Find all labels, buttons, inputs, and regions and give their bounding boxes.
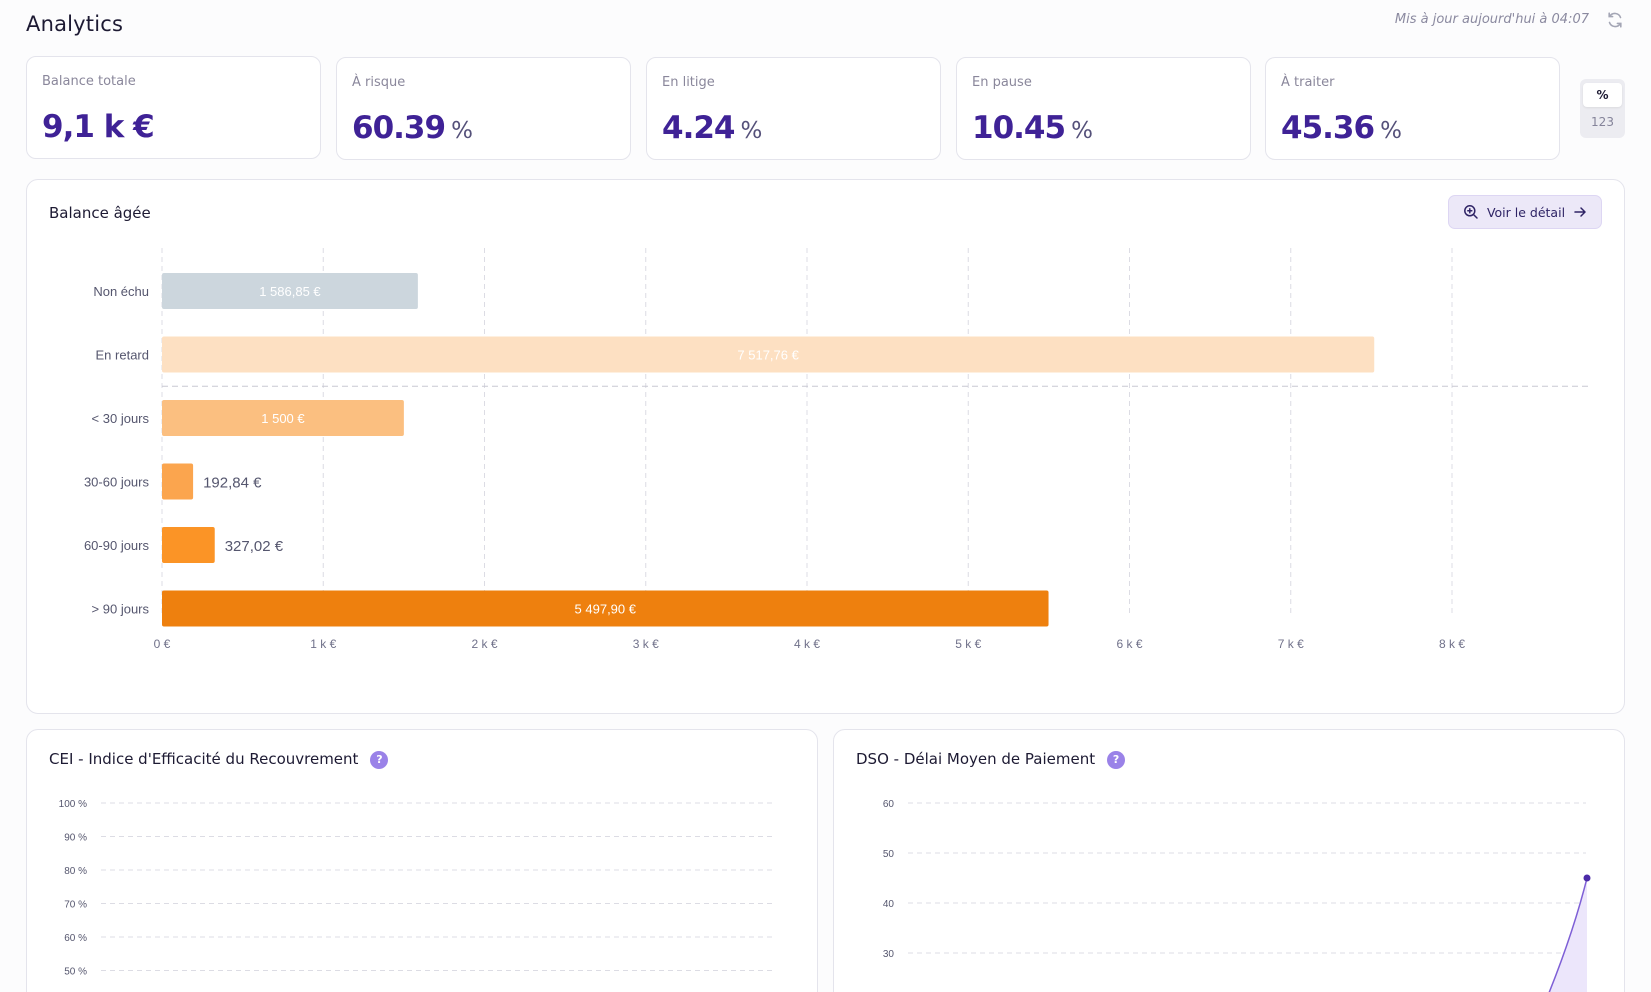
kpi-label: En litige bbox=[662, 75, 715, 90]
dso-area bbox=[1549, 878, 1587, 992]
bar-value-label: 5 497,90 € bbox=[575, 602, 637, 617]
view-detail-label: Voir le détail bbox=[1486, 204, 1566, 220]
y-tick-label: 90 % bbox=[64, 833, 87, 844]
kpi-value: 10.45% bbox=[972, 110, 1093, 146]
bar bbox=[162, 527, 215, 563]
dso-point bbox=[1583, 874, 1591, 882]
display-mode-toggle: % 123 bbox=[1580, 79, 1625, 138]
kpi-card-a-risque: À risque 60.39% bbox=[336, 57, 631, 160]
x-tick-label: 4 k € bbox=[794, 637, 820, 651]
bar-value-label: 327,02 € bbox=[225, 538, 284, 555]
x-tick-label: 0 € bbox=[154, 637, 171, 651]
dso-card: DSO - Délai Moyen de Paiement? 60 50 40 30 bbox=[833, 729, 1625, 992]
bar bbox=[162, 400, 404, 436]
y-tick-label: 50 bbox=[883, 849, 895, 860]
category-label: En retard bbox=[96, 348, 149, 363]
x-tick-label: 3 k € bbox=[633, 637, 659, 651]
x-tick-label: 7 k € bbox=[1278, 637, 1304, 651]
last-updated-text: Mis à jour aujourd'hui à 04:07 bbox=[1394, 12, 1589, 27]
x-tick-label: 5 k € bbox=[955, 637, 981, 651]
kpi-card-en-pause: En pause 10.45% bbox=[956, 57, 1251, 160]
kpi-label: En pause bbox=[972, 75, 1032, 90]
y-tick-label: 80 % bbox=[64, 866, 87, 877]
bar bbox=[162, 336, 1375, 373]
kpi-label: À risque bbox=[352, 75, 406, 90]
toggle-percent-option[interactable]: % bbox=[1583, 83, 1622, 107]
page-title: Analytics bbox=[26, 12, 124, 36]
x-tick-label: 6 k € bbox=[1116, 637, 1142, 651]
x-tick-label: 1 k € bbox=[310, 637, 336, 651]
refresh-icon[interactable] bbox=[1605, 10, 1625, 30]
cei-chart: 100 % 90 % 80 % 70 % 60 % 50 % bbox=[59, 799, 772, 978]
kpi-value: 60.39% bbox=[352, 110, 473, 146]
bar-value-label: 7 517,76 € bbox=[737, 348, 799, 363]
toggle-count-option[interactable]: 123 bbox=[1591, 115, 1614, 129]
dso-line bbox=[1548, 877, 1588, 992]
help-icon[interactable]: ? bbox=[1107, 751, 1126, 769]
kpi-label: À traiter bbox=[1281, 75, 1335, 90]
kpi-card-en-litige: En litige 4.24% bbox=[646, 57, 941, 160]
aging-balance-title: Balance âgée bbox=[49, 204, 151, 222]
y-tick-label: 40 bbox=[883, 899, 895, 910]
category-label: < 30 jours bbox=[92, 411, 150, 426]
bar-value-label: 1 500 € bbox=[261, 411, 305, 426]
y-tick-label: 50 % bbox=[64, 967, 87, 978]
category-label: > 90 jours bbox=[92, 602, 150, 617]
y-tick-label: 30 bbox=[883, 949, 895, 960]
y-tick-label: 60 bbox=[883, 799, 895, 810]
bar-value-label: 1 586,85 € bbox=[259, 284, 321, 299]
help-icon[interactable]: ? bbox=[370, 751, 389, 769]
kpi-value: 4.24% bbox=[662, 110, 763, 146]
arrow-right-icon bbox=[1574, 207, 1586, 217]
x-tick-label: 2 k € bbox=[471, 637, 497, 651]
y-tick-label: 70 % bbox=[64, 900, 87, 911]
x-tick-label: 8 k € bbox=[1439, 637, 1465, 651]
kpi-card-balance-totale: Balance totale 9,1 k € bbox=[26, 56, 321, 159]
bar bbox=[162, 273, 418, 309]
y-tick-label: 100 % bbox=[59, 799, 87, 810]
category-label: 60-90 jours bbox=[84, 538, 150, 553]
cei-title: CEI - Indice d'Efficacité du Recouvremen… bbox=[49, 750, 389, 769]
kpi-label: Balance totale bbox=[42, 74, 136, 89]
view-detail-button[interactable]: Voir le détail bbox=[1448, 195, 1602, 229]
kpi-value: 9,1 k € bbox=[42, 109, 155, 145]
cei-card: CEI - Indice d'Efficacité du Recouvremen… bbox=[26, 729, 818, 992]
category-label: 30-60 jours bbox=[84, 475, 150, 490]
bar bbox=[162, 590, 1049, 627]
bar bbox=[162, 463, 194, 500]
kpi-value: 45.36% bbox=[1281, 110, 1402, 146]
aging-balance-chart: 0 € 1 k € 2 k € 3 k € 4 k € 5 k € 6 k € 7 k € 8 … bbox=[84, 248, 1592, 651]
dso-title: DSO - Délai Moyen de Paiement? bbox=[856, 750, 1126, 769]
category-label: Non échu bbox=[93, 284, 149, 299]
y-tick-label: 60 % bbox=[64, 933, 87, 944]
bar-value-label: 192,84 € bbox=[203, 475, 262, 492]
aging-balance-card: Balance âgée Voir le détail 0 € 1 k € 2 k … bbox=[26, 179, 1625, 714]
dso-chart: 60 50 40 30 bbox=[883, 799, 1591, 992]
kpi-card-a-traiter: À traiter 45.36% bbox=[1265, 57, 1560, 160]
zoom-icon bbox=[1464, 205, 1478, 219]
